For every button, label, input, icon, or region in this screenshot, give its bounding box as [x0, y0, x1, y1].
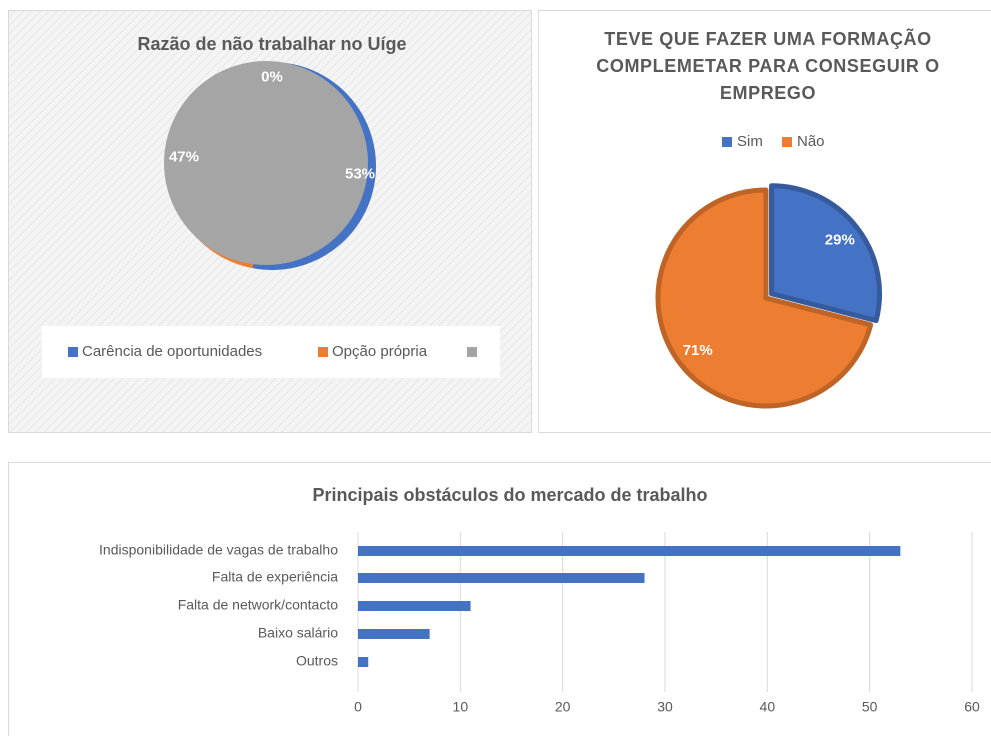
x-tick-label: 30	[657, 699, 673, 715]
data-label: 29%	[825, 232, 855, 249]
x-tick-label: 60	[964, 699, 980, 715]
bar	[358, 601, 471, 611]
x-tick-label: 20	[555, 699, 571, 715]
legend-swatch	[467, 347, 477, 357]
legend-label: Carência de oportunidades	[82, 343, 262, 360]
panel	[8, 462, 991, 736]
x-tick-label: 50	[862, 699, 878, 715]
x-tick-label: 0	[354, 699, 362, 715]
chart-title: Principais obstáculos do mercado de trab…	[312, 485, 707, 505]
x-tick-label: 10	[453, 699, 469, 715]
bar	[358, 546, 901, 556]
y-tick-label: Indisponibilidade de vagas de trabalho	[99, 542, 338, 558]
bar	[358, 573, 645, 583]
x-tick-label: 40	[760, 699, 776, 715]
data-label: 47%	[169, 149, 199, 166]
legend-swatch	[318, 347, 328, 357]
y-tick-label: Falta de experiência	[212, 569, 338, 585]
pie-slice	[769, 183, 883, 324]
pie-overlay	[164, 61, 368, 265]
pie-slice	[655, 187, 874, 409]
data-label: 71%	[683, 342, 713, 359]
legend-label: Não	[797, 133, 825, 150]
legend-swatch	[782, 137, 792, 147]
y-tick-label: Baixo salário	[258, 625, 338, 641]
legend-swatch	[68, 347, 78, 357]
legend-box	[42, 326, 500, 378]
chart-title: Razão de não trabalhar no Uíge	[137, 34, 406, 54]
data-label: 53%	[345, 165, 375, 182]
bar	[358, 657, 369, 667]
legend-swatch	[722, 137, 732, 147]
legend-label: Opção própria	[332, 343, 428, 360]
legend-label: Sim	[737, 133, 763, 150]
data-label: 0%	[261, 69, 283, 86]
chart-title-box: TEVE QUE FAZER UMA FORMAÇÃO COMPLEMETAR …	[596, 29, 940, 103]
chart-title: TEVE QUE FAZER UMA FORMAÇÃO COMPLEMETAR …	[596, 29, 940, 103]
y-tick-label: Falta de network/contacto	[178, 597, 339, 613]
y-tick-label: Outros	[296, 653, 338, 669]
bar	[358, 629, 430, 639]
